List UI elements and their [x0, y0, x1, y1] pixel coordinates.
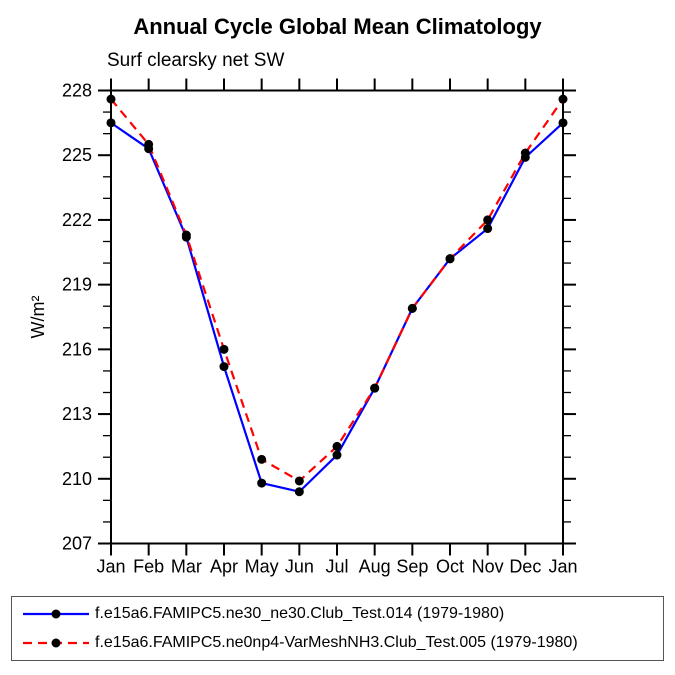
data-point-marker [520, 148, 530, 158]
data-point-marker [181, 230, 191, 240]
series-line-0 [110, 121, 564, 493]
data-point-marker [219, 344, 229, 354]
legend-marker-dot [51, 638, 61, 648]
x-tick-label: Feb [133, 557, 164, 577]
data-point-marker [106, 118, 116, 128]
y-tick-label: 210 [62, 469, 92, 489]
x-tick-label: Jun [285, 557, 314, 577]
y-tick-label: 216 [62, 339, 92, 359]
data-point-marker [558, 94, 568, 104]
legend-marker-dot [51, 609, 61, 619]
data-point-marker [445, 254, 455, 264]
x-tick-label: Dec [509, 557, 541, 577]
data-point-marker [332, 441, 342, 451]
x-tick-label: Mar [171, 557, 202, 577]
chart-title: Annual Cycle Global Mean Climatology [133, 14, 542, 39]
legend-item-blue: f.e15a6.FAMIPC5.ne30_ne30.Club_Test.014 … [12, 601, 663, 627]
x-tick-label: May [245, 557, 279, 577]
y-tick-label: 225 [62, 145, 92, 165]
legend-item-red: f.e15a6.FAMIPC5.ne0np4-VarMeshNH3.Club_T… [12, 630, 663, 656]
data-point-marker [219, 362, 229, 372]
x-tick-label: Apr [210, 557, 238, 577]
data-point-marker [257, 454, 267, 464]
chart-subtitle: Surf clearsky net SW [107, 50, 285, 71]
y-tick-label: 222 [62, 210, 92, 230]
data-point-marker [370, 383, 380, 393]
data-point-marker [294, 476, 304, 486]
plot-frame [110, 89, 564, 545]
y-tick-label: 228 [62, 81, 92, 101]
red-dashed-line-dot-swatch [23, 638, 89, 648]
legend-label-red: f.e15a6.FAMIPC5.ne0np4-VarMeshNH3.Club_T… [95, 634, 578, 652]
legend-box: f.e15a6.FAMIPC5.ne30_ne30.Club_Test.014 … [11, 596, 664, 661]
y-axis-label: W/m² [28, 296, 48, 339]
x-tick-label: Nov [472, 557, 504, 577]
y-tick-label: 219 [62, 275, 92, 295]
data-point-marker [144, 139, 154, 149]
data-point-marker [294, 487, 304, 497]
y-tick-label: 213 [62, 404, 92, 424]
data-point-marker [483, 215, 493, 225]
data-point-marker [257, 478, 267, 488]
plot-area: 207 210 213 216 219 222 225 228 Jan Feb Mar Apr May J… [28, 78, 578, 577]
data-point-marker [106, 94, 116, 104]
x-tick-label: Jan [96, 557, 125, 577]
data-point-marker [483, 224, 493, 234]
x-tick-label: Sep [396, 557, 428, 577]
data-point-marker [332, 450, 342, 460]
x-tick-label: Aug [359, 557, 391, 577]
series-line-1 [110, 98, 564, 483]
data-point-marker [558, 118, 568, 128]
x-tick-label: Oct [436, 557, 464, 577]
blue-solid-line-dot-swatch [23, 609, 89, 619]
x-tick-label: Jan [548, 557, 577, 577]
y-tick-label: 207 [62, 534, 92, 554]
x-tick-label: Jul [325, 557, 348, 577]
data-point-marker [407, 303, 417, 313]
legend-label-blue: f.e15a6.FAMIPC5.ne30_ne30.Club_Test.014 … [95, 604, 505, 622]
